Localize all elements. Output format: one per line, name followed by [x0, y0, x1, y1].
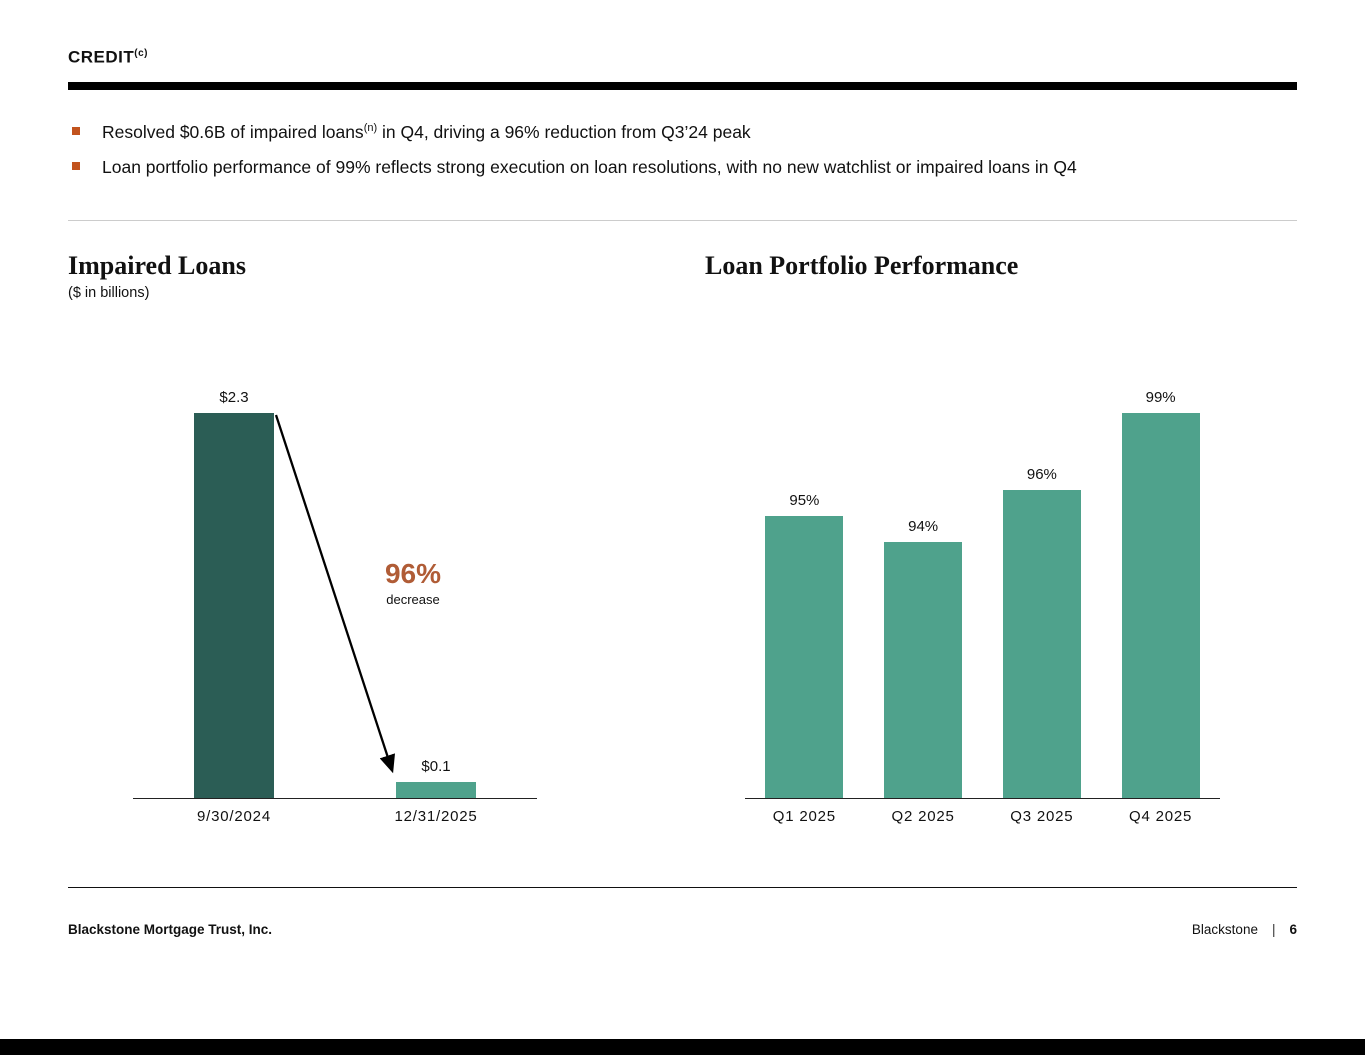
bar-column: 95% — [745, 387, 864, 799]
section-title-footnote-marker: (c) — [134, 48, 149, 59]
bullet-text-lead: Loan portfolio performance of 99% reflec… — [102, 157, 1077, 178]
decrease-annotation: 96% decrease — [370, 558, 456, 608]
slide-section-title-text: CREDIT — [68, 47, 135, 67]
decrease-annotation-value: 96% — [384, 558, 442, 590]
bullet-item: Loan portfolio performance of 99% reflec… — [68, 155, 1283, 180]
bar — [765, 515, 844, 799]
bar-column: $0.1 — [335, 379, 537, 799]
loan-portfolio-title: Loan Portfolio Performance — [705, 251, 1019, 281]
charts-row: Impaired Loans ($ in billions) 96% decr — [68, 251, 1297, 825]
axis-category-label: Q1 2025 — [772, 808, 836, 826]
bar-value-label: 94% — [908, 517, 939, 535]
bar-column: 99% — [1101, 387, 1220, 799]
footer-page-number: 6 — [1289, 922, 1297, 938]
footer-rule — [68, 887, 1297, 889]
impaired-loans-chart: Impaired Loans ($ in billions) 96% decr — [68, 251, 705, 825]
bullet-text-rest: in Q4, driving a 96% reduction from Q3’2… — [377, 121, 751, 142]
footer-brand: Blackstone — [1191, 922, 1258, 938]
bar — [884, 541, 963, 799]
impaired-loans-title: Impaired Loans — [68, 251, 246, 281]
axis-category-label: Q2 2025 — [891, 808, 955, 826]
bullet-item: Resolved $0.6B of impaired loans(n) in Q… — [68, 120, 1283, 145]
footer-separator: | — [1271, 922, 1276, 938]
header-rule-bar — [68, 81, 1297, 90]
footnote-marker: (n) — [363, 121, 378, 134]
bullet-list: Resolved $0.6B of impaired loans(n) in Q… — [68, 120, 1297, 181]
bar-value-label: 95% — [789, 491, 820, 509]
loan-portfolio-chart: Loan Portfolio Performance 95% 94% 96% 99% … — [705, 251, 1297, 825]
bullet-square-icon — [72, 162, 80, 171]
footer-brand-block: Blackstone | 6 — [1192, 922, 1297, 937]
loan-portfolio-plot: 95% 94% 96% 99% — [745, 387, 1220, 800]
bar — [1121, 413, 1200, 799]
impaired-loans-x-axis: 9/30/2024 12/31/2025 — [133, 808, 537, 825]
bar-column: 96% — [983, 387, 1102, 799]
bar — [1002, 490, 1081, 799]
axis-category-label: 12/31/2025 — [394, 808, 478, 826]
impaired-loans-plot: 96% decrease $2.3 $0.1 — [133, 379, 537, 800]
bullet-text-lead: Resolved $0.6B of impaired loans — [102, 121, 364, 142]
bullet-square-icon — [72, 126, 80, 135]
bar-value-label: 96% — [1026, 466, 1057, 484]
decrease-annotation-label: decrease — [386, 592, 440, 608]
footer-company-name: Blackstone Mortgage Trust, Inc. — [68, 922, 273, 938]
bar-value-label: $2.3 — [219, 388, 249, 406]
bottom-black-strip — [0, 1039, 1365, 1055]
bar-column: $2.3 — [133, 379, 335, 799]
slide-section-title: CREDIT(c) — [68, 44, 1297, 68]
loan-portfolio-x-axis: Q1 2025 Q2 2025 Q3 2025 Q4 2025 — [745, 808, 1220, 825]
bar — [194, 412, 274, 799]
impaired-loans-subtitle: ($ in billions) — [68, 285, 150, 302]
bullet-text: Loan portfolio performance of 99% reflec… — [102, 155, 1077, 180]
bar-value-label: 99% — [1145, 389, 1176, 407]
footer: Blackstone Mortgage Trust, Inc. Blacksto… — [68, 922, 1297, 937]
bar-column: 94% — [864, 387, 983, 799]
bar-value-label: $0.1 — [421, 757, 451, 775]
bar — [396, 781, 476, 799]
axis-category-label: Q4 2025 — [1129, 808, 1193, 826]
axis-category-label: 9/30/2024 — [197, 808, 271, 826]
section-divider — [68, 220, 1297, 222]
bullet-text: Resolved $0.6B of impaired loans(n) in Q… — [102, 120, 751, 145]
axis-category-label: Q3 2025 — [1010, 808, 1074, 826]
